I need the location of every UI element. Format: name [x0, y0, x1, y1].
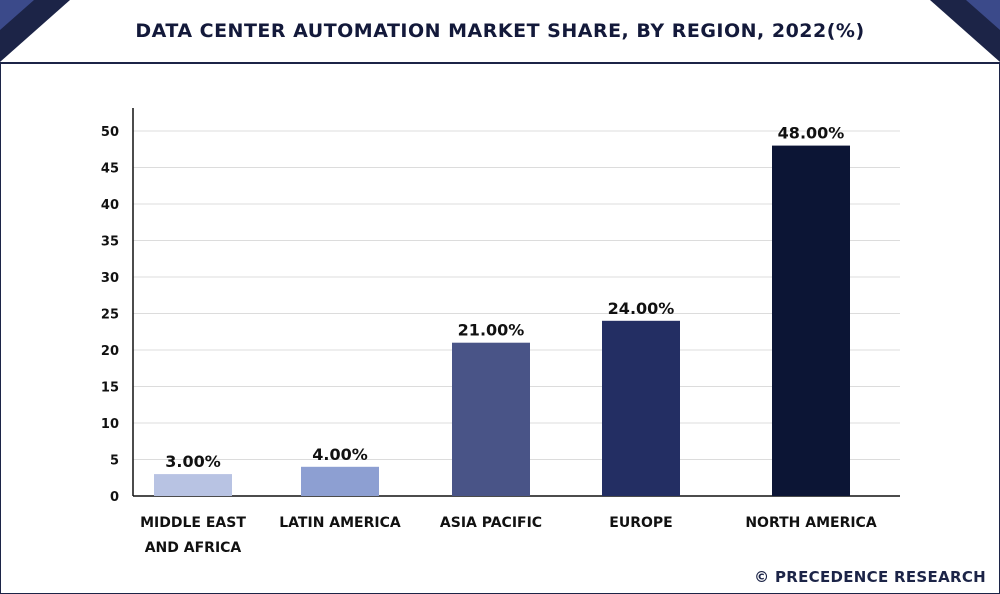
category-label: LATIN AMERICA [279, 515, 401, 531]
y-tick-label: 45 [101, 162, 119, 177]
category-label: EUROPE [609, 515, 672, 531]
right-corner-accent [930, 0, 1000, 62]
category-label: ASIA PACIFIC [440, 515, 542, 531]
bar [772, 145, 850, 496]
banner-decoration [0, 0, 1000, 62]
y-tick-label: 0 [110, 490, 119, 505]
y-tick-label: 40 [101, 198, 119, 213]
category-label: MIDDLE EAST [140, 515, 246, 531]
y-tick-label: 5 [110, 454, 119, 469]
data-labels: 3.00% 4.00% 21.00% 24.00% 48.00% [165, 124, 844, 472]
y-tick-label: 10 [101, 417, 119, 432]
bar [602, 320, 680, 496]
left-corner-highlight [0, 0, 34, 30]
chart-title: DATA CENTER AUTOMATION MARKET SHARE, BY … [135, 20, 865, 42]
y-tick-label: 30 [101, 271, 119, 286]
data-label: 48.00% [778, 124, 845, 143]
data-label: 21.00% [458, 321, 525, 340]
left-corner-accent [0, 0, 70, 62]
category-label: AND AFRICA [145, 540, 242, 556]
title-banner: DATA CENTER AUTOMATION MARKET SHARE, BY … [0, 0, 1000, 64]
source-credit: © PRECEDENCE RESEARCH [754, 568, 986, 586]
y-tick-label: 35 [101, 235, 119, 250]
data-label: 24.00% [608, 299, 675, 318]
data-label: 4.00% [312, 445, 368, 464]
category-label: NORTH AMERICA [745, 515, 877, 531]
data-label: 3.00% [165, 452, 221, 471]
bar [452, 342, 530, 496]
right-corner-highlight [966, 0, 1000, 30]
category-labels: MIDDLE EAST AND AFRICA LATIN AMERICA ASIA P… [140, 515, 877, 556]
y-tick-label: 15 [101, 381, 119, 396]
y-tick-label: 20 [101, 344, 119, 359]
y-tick-label: 25 [101, 308, 119, 323]
bar [154, 474, 232, 496]
y-tick-label: 50 [101, 125, 119, 140]
bars [154, 145, 850, 496]
bar [301, 466, 379, 496]
